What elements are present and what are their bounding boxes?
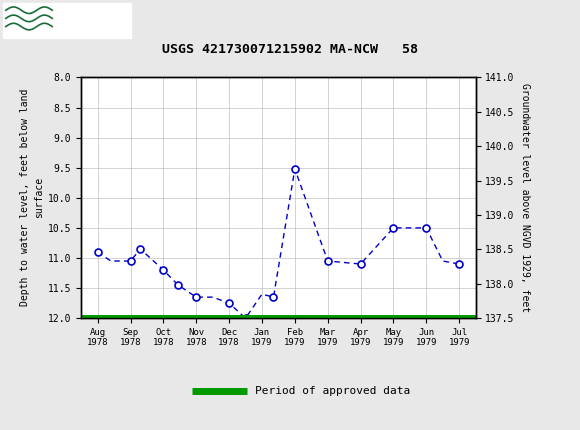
Text: USGS: USGS (58, 12, 113, 29)
FancyBboxPatch shape (3, 3, 130, 37)
Text: Period of approved data: Period of approved data (255, 386, 410, 396)
Y-axis label: Depth to water level, feet below land
surface: Depth to water level, feet below land su… (20, 89, 44, 307)
Y-axis label: Groundwater level above NGVD 1929, feet: Groundwater level above NGVD 1929, feet (520, 83, 530, 312)
Text: USGS 421730071215902 MA-NCW   58: USGS 421730071215902 MA-NCW 58 (162, 43, 418, 56)
